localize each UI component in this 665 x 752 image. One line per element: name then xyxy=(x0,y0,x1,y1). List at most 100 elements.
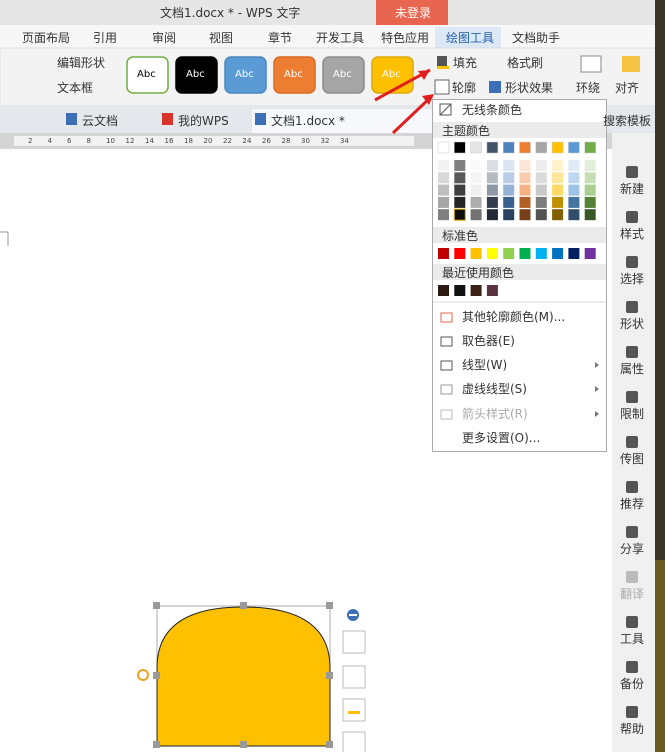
color-swatch[interactable] xyxy=(568,248,580,259)
style-box[interactable] xyxy=(273,56,316,94)
color-swatch[interactable] xyxy=(519,172,531,184)
sidebar-button[interactable]: 分享 xyxy=(620,542,645,556)
color-swatch[interactable] xyxy=(437,141,450,154)
sidebar-button[interactable]: 备份 xyxy=(620,677,645,691)
style-label[interactable]: Abc xyxy=(137,69,156,80)
menu-tab[interactable]: 绘图工具 xyxy=(446,31,495,45)
color-swatch[interactable] xyxy=(454,248,466,259)
color-swatch[interactable] xyxy=(519,209,531,221)
color-swatch[interactable] xyxy=(438,184,449,196)
menu-tab[interactable]: 审阅 xyxy=(152,31,177,45)
style-label[interactable]: Abc xyxy=(186,69,205,80)
sidebar-button[interactable]: 选择 xyxy=(620,272,645,286)
color-swatch[interactable] xyxy=(503,160,515,171)
sidebar-button[interactable]: 限制 xyxy=(620,407,645,421)
color-swatch[interactable] xyxy=(486,160,498,171)
menu-item[interactable]: 线型(W) xyxy=(462,358,508,372)
menu-tab[interactable]: 视图 xyxy=(209,31,234,45)
color-swatch[interactable] xyxy=(438,209,449,221)
color-swatch[interactable] xyxy=(568,160,580,171)
color-swatch[interactable] xyxy=(568,209,580,221)
color-swatch[interactable] xyxy=(470,172,482,184)
style-label[interactable]: Abc xyxy=(333,69,352,80)
style-box[interactable] xyxy=(175,56,218,94)
sidebar-button[interactable]: 传图 xyxy=(620,452,645,466)
color-swatch[interactable] xyxy=(486,209,498,221)
color-swatch[interactable] xyxy=(519,248,531,259)
color-swatch[interactable] xyxy=(535,141,548,154)
color-swatch[interactable] xyxy=(503,184,515,196)
sidebar-button[interactable]: 属性 xyxy=(620,362,645,376)
color-swatch[interactable] xyxy=(568,196,580,208)
align-button[interactable]: 对齐 xyxy=(615,81,640,95)
color-swatch[interactable] xyxy=(454,172,466,184)
menu-tab[interactable]: 特色应用 xyxy=(381,31,430,45)
color-swatch[interactable] xyxy=(470,209,482,221)
color-swatch[interactable] xyxy=(552,160,564,171)
sidebar-button[interactable]: 工具 xyxy=(620,632,645,646)
color-swatch[interactable] xyxy=(535,248,547,259)
color-swatch[interactable] xyxy=(551,141,564,154)
shape-effect-button[interactable]: 形状效果 xyxy=(505,81,554,95)
format-painter-button[interactable]: 格式刷 xyxy=(507,56,544,70)
color-swatch[interactable] xyxy=(438,196,449,208)
color-swatch[interactable] xyxy=(470,248,482,259)
color-swatch[interactable] xyxy=(552,196,564,208)
color-swatch[interactable] xyxy=(454,160,466,171)
menu-tab[interactable]: 引用 xyxy=(93,31,118,45)
color-swatch[interactable] xyxy=(503,209,515,221)
color-swatch[interactable] xyxy=(568,141,580,154)
doc-tab[interactable]: 我的WPS xyxy=(178,114,229,128)
color-swatch[interactable] xyxy=(486,141,499,154)
color-swatch[interactable] xyxy=(568,184,580,196)
sidebar-button[interactable]: 新建 xyxy=(620,182,645,196)
color-swatch[interactable] xyxy=(486,184,498,196)
color-swatch[interactable] xyxy=(584,141,596,154)
doc-tab[interactable]: 云文档 xyxy=(82,114,119,128)
color-swatch[interactable] xyxy=(584,196,596,208)
color-swatch[interactable] xyxy=(454,196,466,208)
color-swatch[interactable] xyxy=(503,248,515,259)
color-swatch[interactable] xyxy=(552,248,564,259)
color-swatch[interactable] xyxy=(454,141,466,154)
wrap-button[interactable]: 环绕 xyxy=(576,81,601,95)
style-box[interactable] xyxy=(322,56,365,94)
color-swatch[interactable] xyxy=(535,196,547,208)
color-swatch[interactable] xyxy=(438,172,449,184)
menu-tab[interactable]: 章节 xyxy=(268,31,293,45)
style-label[interactable]: Abc xyxy=(284,69,303,80)
color-swatch[interactable] xyxy=(535,160,547,171)
menu-tab[interactable]: 文档助手 xyxy=(512,31,561,45)
menu-item[interactable]: 更多设置(O)... xyxy=(462,431,541,445)
float-btn[interactable] xyxy=(342,731,366,752)
color-swatch[interactable] xyxy=(486,285,498,296)
color-swatch[interactable] xyxy=(519,160,531,171)
color-swatch[interactable] xyxy=(502,141,515,154)
color-swatch[interactable] xyxy=(503,172,515,184)
edit-shape-button[interactable]: 编辑形状 xyxy=(57,56,106,70)
color-swatch[interactable] xyxy=(438,248,449,259)
sidebar-button[interactable]: 推荐 xyxy=(620,497,645,511)
color-swatch[interactable] xyxy=(535,209,547,221)
color-swatch[interactable] xyxy=(519,184,531,196)
color-swatch[interactable] xyxy=(470,160,482,171)
text-box-button[interactable]: 文本框 xyxy=(57,81,94,95)
sidebar-button[interactable]: 翻译 xyxy=(620,587,645,601)
color-swatch[interactable] xyxy=(438,285,449,296)
float-btn[interactable] xyxy=(342,698,366,722)
sidebar-button[interactable]: 帮助 xyxy=(620,722,645,736)
login-button[interactable]: 未登录 xyxy=(395,6,432,20)
color-swatch[interactable] xyxy=(438,160,449,171)
shape-arch[interactable] xyxy=(156,606,331,747)
color-swatch[interactable] xyxy=(552,209,564,221)
color-swatch[interactable] xyxy=(584,172,596,184)
rotate-handle[interactable] xyxy=(137,669,149,681)
color-swatch[interactable] xyxy=(486,172,498,184)
fill-button[interactable]: 填充 xyxy=(453,56,478,70)
doc-tab[interactable]: 文档1.docx * xyxy=(271,114,345,128)
color-swatch[interactable] xyxy=(584,160,596,171)
menu-item[interactable]: 箭头样式(R) xyxy=(462,407,528,421)
color-swatch[interactable] xyxy=(503,196,515,208)
color-swatch[interactable] xyxy=(568,172,580,184)
color-swatch[interactable] xyxy=(552,172,564,184)
